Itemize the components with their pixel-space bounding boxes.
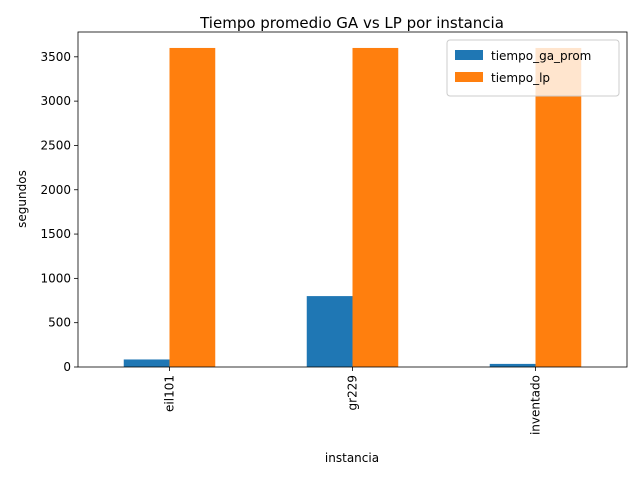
legend-label: tiempo_ga_prom bbox=[491, 49, 591, 63]
bar-tiempo_ga_prom-eil101 bbox=[123, 359, 170, 367]
chart-title: Tiempo promedio GA vs LP por instancia bbox=[199, 14, 504, 32]
y-axis-label: segundos bbox=[15, 170, 29, 228]
x-tick-label: gr229 bbox=[346, 375, 360, 410]
y-tick-label: 2000 bbox=[40, 183, 71, 197]
legend-label: tiempo_lp bbox=[491, 71, 550, 85]
x-axis-label: instancia bbox=[325, 451, 379, 465]
plot-area: 0 500 1000 1500 2000 2500 3000 3500 eil101 gr229 i… bbox=[40, 31, 628, 435]
x-tick-label: inventado bbox=[529, 375, 543, 435]
bar-tiempo_lp-eil101 bbox=[169, 47, 216, 367]
legend-swatch bbox=[455, 50, 483, 60]
x-tick-label: eil101 bbox=[163, 375, 177, 412]
y-tick-label: 3000 bbox=[40, 94, 71, 108]
y-tick-label: 500 bbox=[48, 316, 71, 330]
legend-swatch bbox=[455, 72, 483, 82]
bar-tiempo_ga_prom-inventado bbox=[489, 363, 536, 367]
y-tick-label: 1000 bbox=[40, 271, 71, 285]
bar-tiempo_lp-gr229 bbox=[352, 47, 399, 367]
y-tick-label: 3500 bbox=[40, 50, 71, 64]
y-tick-label: 2500 bbox=[40, 138, 71, 152]
bar-tiempo_ga_prom-gr229 bbox=[306, 296, 353, 367]
y-tick-label: 0 bbox=[63, 360, 71, 374]
legend-box bbox=[446, 39, 620, 97]
bar-tiempo_lp-inventado bbox=[535, 47, 582, 367]
y-tick-label: 1500 bbox=[40, 227, 71, 241]
legend: tiempo_ga_prom tiempo_lp bbox=[446, 39, 620, 97]
